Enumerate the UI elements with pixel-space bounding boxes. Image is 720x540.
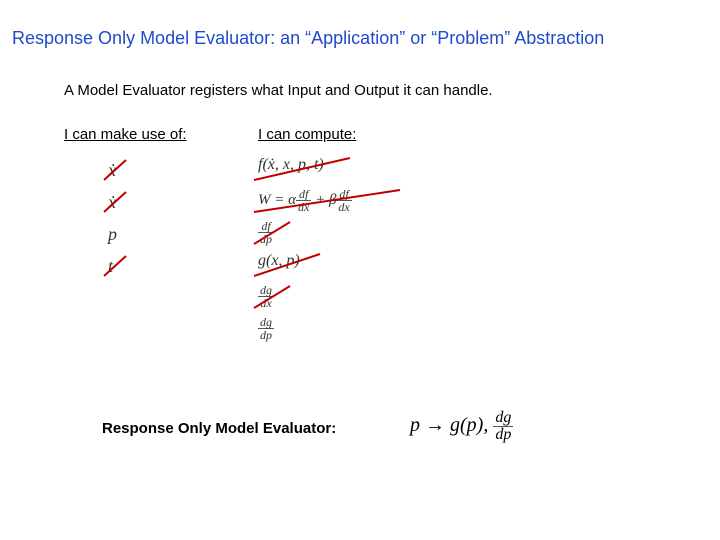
left-item: t [108, 256, 113, 277]
slide: Response Only Model Evaluator: an “Appli… [0, 0, 720, 540]
right-item: dgdx [258, 284, 274, 309]
strike-icon [102, 190, 132, 216]
footer-label: Response Only Model Evaluator: [102, 420, 336, 437]
page-title: Response Only Model Evaluator: an “Appli… [12, 28, 708, 49]
right-item: W = αdfdx + βdfdx [258, 188, 352, 213]
left-item: p [108, 224, 117, 245]
intro-text: A Model Evaluator registers what Input a… [64, 82, 493, 99]
right-item: f(ẋ, x, p, t) [258, 156, 324, 174]
right-column-header: I can compute: [258, 126, 356, 143]
strike-icon [102, 158, 132, 184]
strike-icon [102, 254, 132, 280]
right-item: g(x, p) [258, 252, 300, 270]
left-column-header: I can make use of: [64, 126, 187, 143]
left-item: ẋ [108, 192, 116, 213]
footer-math: p → g(p), dgdp [410, 410, 513, 443]
right-item: dgdp [258, 316, 274, 341]
right-item: dfdp [258, 220, 274, 245]
left-item: ẋ [108, 160, 116, 181]
